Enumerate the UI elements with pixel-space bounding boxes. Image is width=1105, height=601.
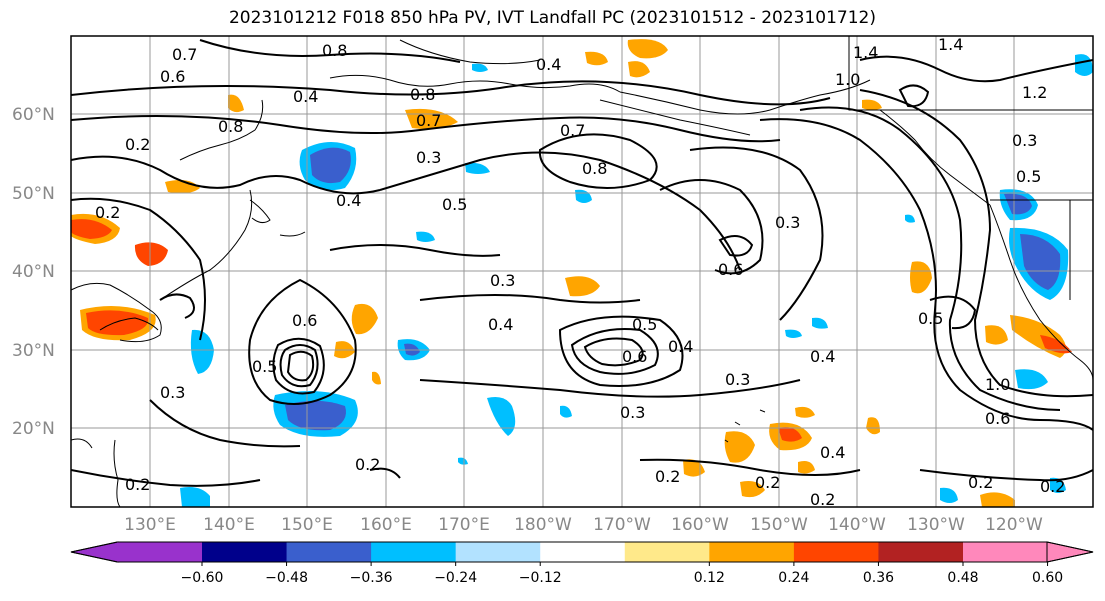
contour-label: 0.4 [293,87,318,106]
colorbar-tick-label: −0.36 [350,570,393,586]
lon-label: 170°W [593,515,651,535]
colorbar-swatch [624,542,710,562]
contour-label: 0.3 [490,271,515,290]
contour-label: 0.2 [655,467,680,486]
contour-label: 0.2 [1040,477,1065,496]
colorbar-tick-label: 0.48 [947,570,978,586]
contour-label: 0.4 [810,347,835,366]
contour-label: 0.3 [160,383,185,402]
colorbar-tick-label: −0.60 [181,570,224,586]
contour-label: 0.2 [355,455,380,474]
lon-label: 120°W [985,515,1043,535]
contour-label: 0.4 [668,337,693,356]
contour-label: 0.6 [985,409,1010,428]
colorbar-extend-high [1046,541,1094,563]
contour-label: 0.4 [336,191,361,210]
contour-label: 0.2 [755,473,780,492]
contour-label: 0.6 [292,311,317,330]
colorbar-tick-label: −0.48 [265,570,308,586]
colorbar-swatch [455,542,541,562]
contour-label: 0.4 [820,443,845,462]
contour-label: 0.8 [322,41,347,60]
lon-label: 140°W [828,515,886,535]
lon-label: 140°E [203,515,255,535]
contour-label: 0.2 [95,203,120,222]
lat-label: 30°N [12,341,55,361]
contour-label: 1.0 [835,70,860,89]
contour-label: 1.4 [853,43,878,62]
colorbar-swatch [709,542,795,562]
coastlines [71,36,1093,507]
colorbar-swatch [540,542,626,562]
map-frame [70,35,1094,508]
lat-label: 50°N [12,184,55,204]
contour-label: 0.3 [1012,131,1037,150]
colorbar-swatch [117,542,202,562]
contour-labels: 0.7 0.6 0.8 0.4 0.4 1.4 1.4 1.0 1.2 0.2 … [95,35,1065,509]
colorbar-swatch [793,542,879,562]
contour-label: 0.5 [918,309,943,328]
colorbar-extend-low [70,541,119,563]
contour-label: 1.4 [938,35,963,54]
contour-label: 0.6 [160,67,185,86]
colorbar-swatch [202,542,288,562]
contour-label: 0.3 [775,213,800,232]
contour-label: 0.4 [536,55,561,74]
contour-label: 0.5 [1016,167,1041,186]
colorbar: −0.60 −0.48 −0.36 −0.24 −0.12 0.12 0.24 0.36 0.4… [70,541,1094,586]
lon-label: 130°E [124,515,176,535]
contour-label: 0.6 [718,260,743,279]
colorbar-swatch [371,542,457,562]
longitude-labels: 130°E 140°E 150°E 160°E 170°E 180°W 170°… [124,515,1043,535]
lat-label: 60°N [12,105,55,125]
colorbar-tick-label: −0.24 [434,570,477,586]
contour-label: 0.2 [125,475,150,494]
contour-label: 0.8 [410,85,435,104]
colorbar-tick-label: −0.12 [519,570,562,586]
contour-label: 0.7 [560,121,585,140]
contour-label: 0.3 [620,403,645,422]
pv-contours [71,39,1093,487]
lat-label: 20°N [12,419,55,439]
contour-label: 0.3 [725,370,750,389]
contour-label: 0.2 [125,135,150,154]
contour-label: 0.4 [488,315,513,334]
colorbar-swatch [963,542,1047,562]
contour-label: 0.3 [416,148,441,167]
contour-label: 0.2 [968,473,993,492]
colorbar-tick-label: 0.12 [694,570,725,586]
graticule [71,36,1093,507]
lat-label: 40°N [12,262,55,282]
contour-label: 0.7 [416,111,441,130]
lon-label: 160°W [671,515,729,535]
colorbar-tick-label: 0.24 [778,570,809,586]
lon-label: 160°E [360,515,412,535]
lon-label: 170°E [438,515,490,535]
contour-label: 0.8 [218,117,243,136]
contour-label: 1.0 [985,375,1010,394]
lon-label: 150°E [281,515,333,535]
contour-label: 1.2 [1022,83,1047,102]
lon-label: 150°W [750,515,808,535]
colorbar-tick-label: 0.60 [1032,570,1063,586]
contour-label: 0.6 [622,347,647,366]
latitude-labels: 60°N 50°N 40°N 30°N 20°N [12,105,55,439]
contour-label: 0.5 [632,315,657,334]
lon-label: 180°W [514,515,572,535]
colorbar-swatch [878,542,964,562]
contour-label: 0.2 [810,490,835,509]
contour-label: 0.5 [442,195,467,214]
colorbar-swatch [286,542,372,562]
contour-label: 0.5 [252,357,277,376]
contour-label: 0.7 [172,45,197,64]
lon-label: 130°W [907,515,965,535]
map-title: 2023101212 F018 850 hPa PV, IVT Landfall… [228,8,876,28]
contour-label: 0.8 [582,159,607,178]
colorbar-outline [70,541,1094,563]
colorbar-tick-label: 0.36 [863,570,894,586]
